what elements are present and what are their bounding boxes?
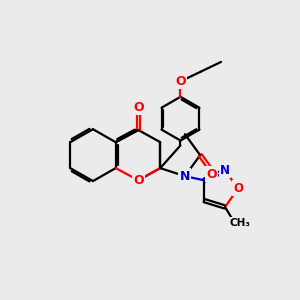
Text: N: N (180, 169, 190, 183)
Text: O: O (175, 75, 186, 88)
Text: O: O (206, 168, 217, 181)
Text: O: O (133, 174, 144, 187)
Text: N: N (220, 164, 230, 177)
Text: O: O (133, 101, 144, 114)
Text: CH₃: CH₃ (229, 218, 250, 228)
Text: O: O (233, 182, 243, 195)
